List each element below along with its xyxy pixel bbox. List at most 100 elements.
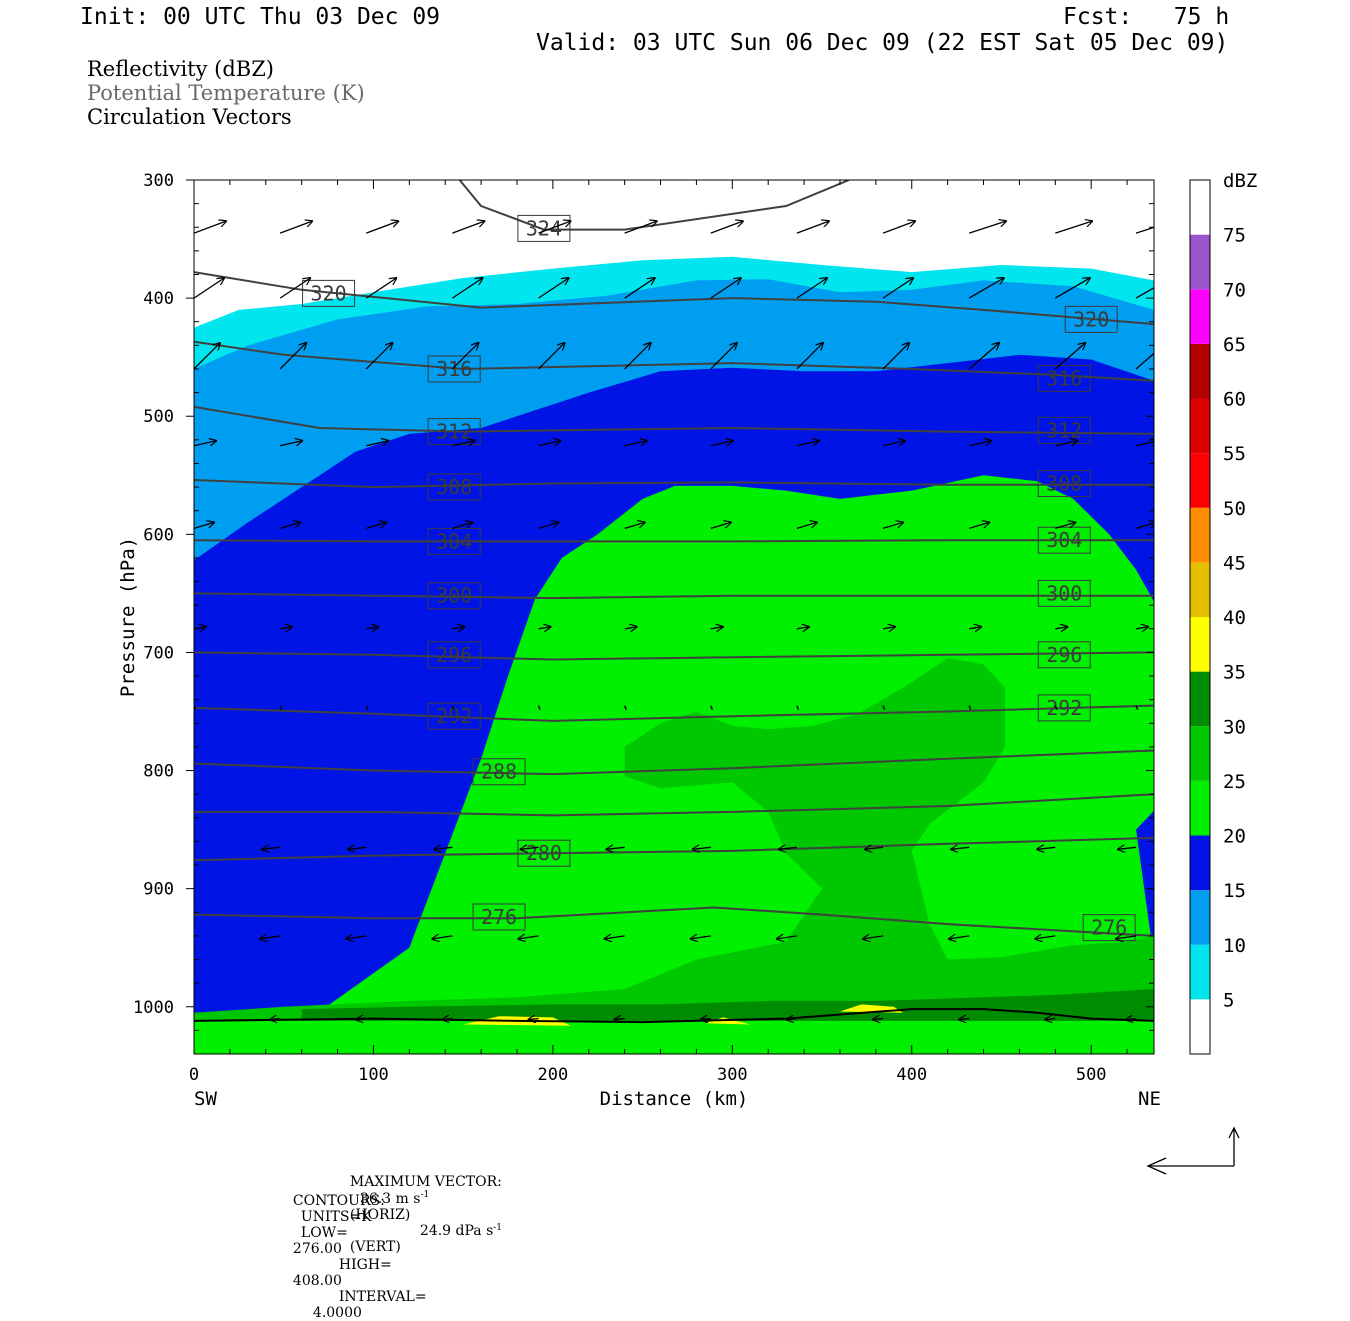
- theta-contour-288: [194, 749, 1154, 776]
- vector-9-3: [442, 1019, 453, 1020]
- vector-1-3: [452, 278, 482, 299]
- theta-contour-300: [194, 592, 1154, 600]
- colorbar-swatch-9: [1190, 507, 1210, 563]
- colorbar: 5 10 15 20 25 30 35 40 45 50 55 60 65 70 75: [1189, 179, 1246, 1055]
- vector-8-2: [346, 936, 367, 939]
- contour-label-316-1: 316: [1037, 364, 1091, 392]
- theta-contour-308: [194, 479, 1154, 489]
- vector-2-1: [279, 343, 306, 370]
- vector-6-4: [537, 705, 541, 710]
- vector-0-1: [279, 221, 312, 234]
- vector-5-2: [366, 627, 378, 629]
- forecast-hour: Fcst: 75 h: [1063, 4, 1230, 30]
- vector-8-3: [432, 936, 453, 939]
- contour-label-text: 320: [311, 281, 347, 305]
- colorbar-swatch-5: [1190, 726, 1210, 781]
- vector-3-10: [1055, 441, 1077, 447]
- vector-8-5: [605, 936, 625, 939]
- y-tick-label-500: 500: [143, 407, 174, 427]
- vector-4-11: [1135, 522, 1154, 530]
- vector-9-2: [356, 1019, 367, 1020]
- vector-5-9: [969, 627, 981, 629]
- contour-label-text: 292: [1046, 696, 1082, 720]
- theta-contour-276: [194, 906, 1154, 937]
- contours-label: CONTOURS:: [292, 1193, 385, 1209]
- vector-9-7: [787, 1019, 797, 1020]
- contour-label-text: 296: [1046, 643, 1082, 667]
- colorbar-label-10: 10: [1223, 935, 1246, 957]
- vector-7-3: [434, 847, 453, 849]
- contour-label-304-1: 304: [1037, 526, 1091, 554]
- contour-label-300-1: 300: [1037, 579, 1091, 607]
- vector-4-4: [538, 522, 559, 530]
- vector-0-10: [1055, 221, 1092, 234]
- vector-8-7: [777, 936, 798, 939]
- contour-label-280-0: 280: [517, 839, 571, 867]
- theta-contour-324: [458, 180, 850, 231]
- vector-6-1: [279, 705, 283, 710]
- vector-0-2: [366, 221, 398, 234]
- x-axis-title: Distance (km): [600, 1088, 749, 1110]
- vector-3-9: [969, 441, 991, 447]
- vector-5-4: [538, 627, 551, 629]
- vector-5-11: [1135, 627, 1148, 629]
- vector-1-8: [882, 278, 913, 299]
- x-tick-label-500: 500: [1076, 1065, 1107, 1085]
- contour-label-text: 312: [436, 420, 472, 444]
- vector-7-7: [779, 847, 797, 849]
- x-tick-label-400: 400: [896, 1065, 927, 1085]
- vector-3-3: [452, 441, 474, 447]
- units-value: UNITS=K: [300, 1209, 372, 1225]
- colorbar-label-35: 35: [1223, 662, 1246, 684]
- colorbar-swatch-14: [1190, 234, 1210, 290]
- vector-5-1: [280, 627, 292, 629]
- y-axis-title: Pressure (hPa): [117, 537, 139, 697]
- vector-9-0: [194, 1018, 195, 1020]
- contour-label-text: 300: [436, 584, 472, 608]
- vector-6-8: [882, 705, 886, 710]
- vector-6-3: [451, 705, 455, 710]
- colorbar-swatch-0: [1190, 999, 1210, 1054]
- vector-7-4: [521, 847, 539, 849]
- contour-label-316-0: 316: [427, 355, 481, 383]
- vector-2-9: [968, 343, 999, 370]
- vector-8-8: [863, 936, 884, 939]
- vector-1-6: [710, 278, 741, 299]
- theta-contour-296: [194, 651, 1154, 661]
- vector-4-0: [194, 522, 214, 530]
- vector-6-10: [1054, 705, 1058, 710]
- vector-5-10: [1055, 627, 1067, 629]
- vector-9-6: [701, 1019, 711, 1020]
- vector-2-7: [796, 343, 823, 370]
- colorbar-swatch-3: [1190, 835, 1210, 891]
- x-tick-label-0: 0: [189, 1065, 199, 1085]
- x-left-label: SW: [194, 1088, 217, 1110]
- vector-4-7: [796, 522, 817, 530]
- vector-1-5: [624, 278, 655, 299]
- reflectivity-region-25dbz-4: [194, 658, 1154, 1021]
- footer-contours-line: CONTOURS: UNITS=K LOW= 276.00 HIGH= 408.…: [284, 1177, 427, 1321]
- contour-label-text: 276: [481, 905, 517, 929]
- y-tick-label-700: 700: [143, 643, 174, 663]
- contour-label-text: 288: [481, 760, 517, 784]
- vector-7-11: [1118, 847, 1137, 849]
- contour-label-304-0: 304: [427, 527, 481, 555]
- vector-4-2: [366, 522, 386, 530]
- vector-9-9: [959, 1019, 970, 1020]
- field-vectors: Circulation Vectors: [87, 105, 292, 129]
- vector-9-11: [1126, 1019, 1137, 1020]
- vector-3-5: [624, 441, 647, 447]
- theta-contour-312: [194, 405, 1154, 435]
- vector-2-2: [365, 343, 392, 370]
- vector-3-4: [538, 441, 561, 447]
- vector-9-8: [873, 1019, 884, 1020]
- contour-label-text: 316: [1046, 366, 1082, 390]
- vector-8-9: [949, 936, 970, 939]
- vector-0-7: [796, 221, 829, 234]
- colorbar-swatch-12: [1190, 343, 1210, 399]
- colorbar-swatch-8: [1190, 562, 1210, 617]
- colorbar-label-25: 25: [1223, 771, 1246, 793]
- vector-1-9: [968, 278, 1004, 299]
- vector-8-0: [194, 935, 195, 937]
